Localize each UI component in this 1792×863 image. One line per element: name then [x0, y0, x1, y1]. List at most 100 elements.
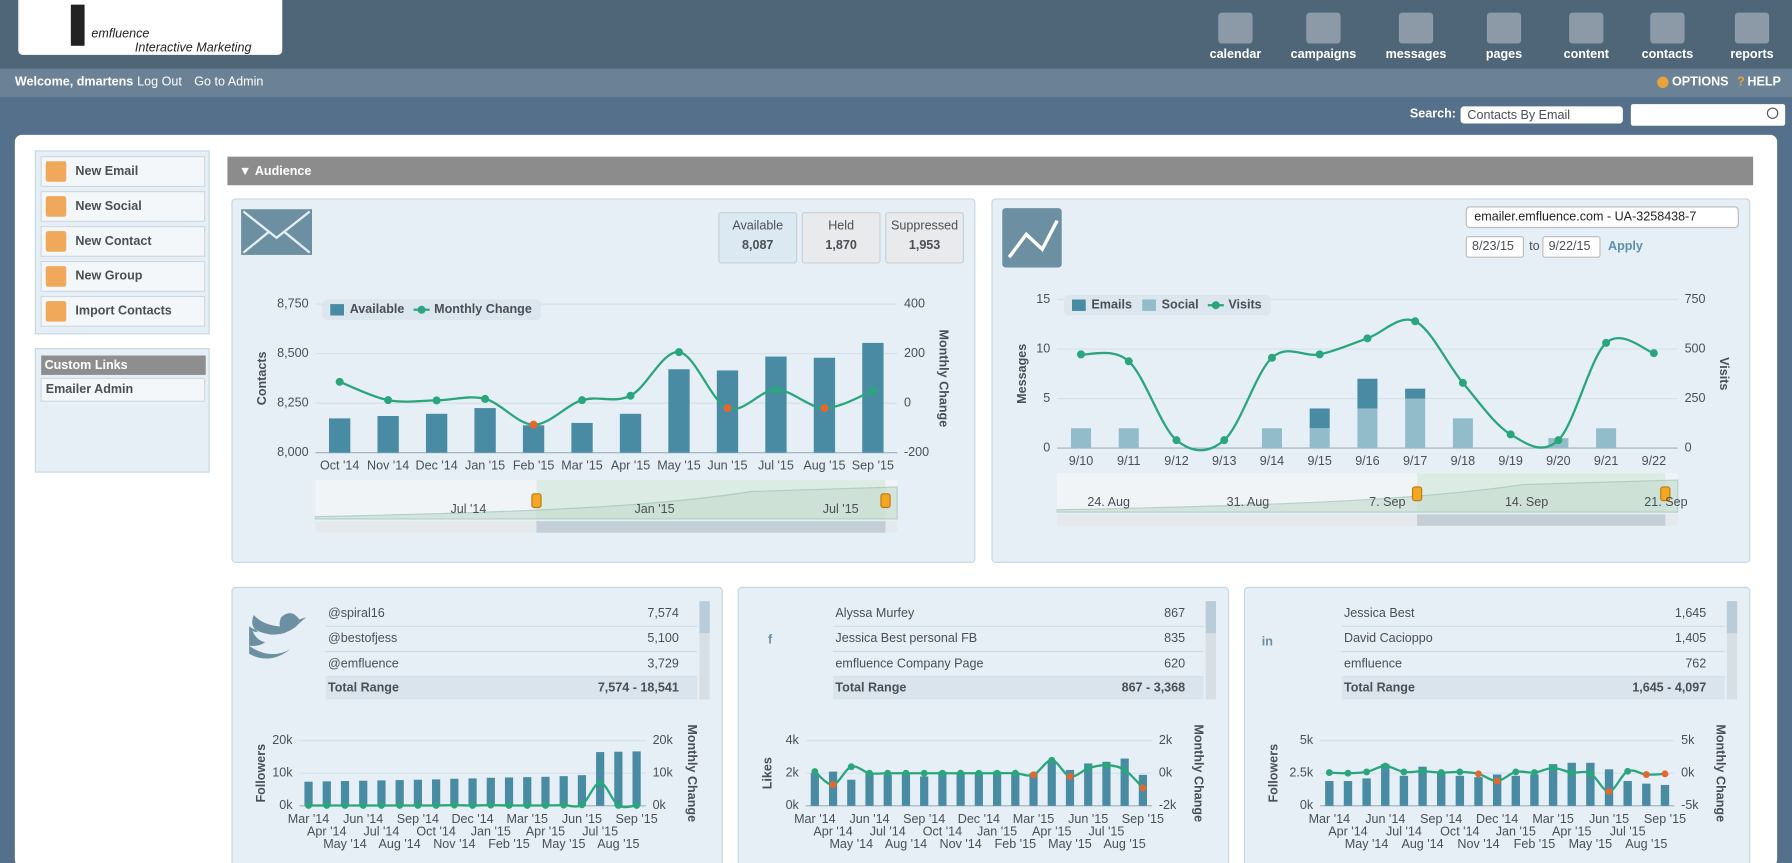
nav-label[interactable]: pages	[1486, 47, 1522, 61]
action-label[interactable]: New Email	[75, 164, 138, 178]
x-tick-label: Sep '14	[397, 812, 439, 826]
x-tick-label: Nov '14	[433, 837, 475, 851]
nav-icon[interactable]	[1569, 12, 1604, 44]
action-button[interactable]	[40, 260, 206, 292]
navigator-handle[interactable]	[1660, 486, 1671, 502]
nav-icon[interactable]	[1486, 12, 1522, 44]
x-tick-label: Aug '14	[885, 837, 927, 851]
property-select[interactable]	[1465, 206, 1739, 229]
line-point	[1121, 766, 1129, 774]
tick-label: 2.5k	[1289, 766, 1313, 780]
line-point	[920, 769, 928, 777]
date-to: to	[1529, 239, 1539, 253]
nav-label[interactable]: messages	[1386, 47, 1447, 61]
action-label[interactable]: Import Contacts	[75, 304, 171, 318]
help-icon[interactable]: ?	[1737, 75, 1745, 89]
nav-label[interactable]: content	[1564, 47, 1610, 61]
x-tick-label: Mar '15	[561, 459, 603, 473]
nav-label[interactable]: calendar	[1210, 47, 1262, 61]
action-label[interactable]: New Group	[75, 269, 142, 283]
bar	[1660, 784, 1670, 806]
search-input[interactable]	[1630, 104, 1786, 126]
tick-label: -5k	[1681, 798, 1699, 812]
action-icon	[45, 266, 67, 287]
nav-icon[interactable]	[1306, 12, 1341, 44]
line-point	[1363, 768, 1371, 776]
bar	[974, 773, 983, 806]
action-button[interactable]	[40, 295, 206, 327]
admin-link[interactable]: Go to Admin	[194, 75, 263, 89]
analytics-icon-line	[1007, 219, 1059, 259]
navigator-handle[interactable]	[880, 493, 891, 509]
line-point	[1458, 378, 1467, 387]
x-tick-label: 9/17	[1403, 454, 1427, 468]
navigator-handle[interactable]	[531, 493, 542, 509]
action-button[interactable]	[40, 226, 206, 257]
action-button[interactable]	[40, 156, 206, 187]
legend-label[interactable]: Social	[1162, 298, 1199, 312]
options-link[interactable]: OPTIONS	[1672, 75, 1729, 89]
action-button[interactable]	[40, 191, 206, 222]
total-label: Total Range	[1344, 680, 1415, 694]
x-tick-label: 9/20	[1546, 454, 1570, 468]
audience-title: Audience	[255, 164, 312, 178]
bar	[1362, 778, 1371, 806]
nav-icon[interactable]	[1398, 12, 1434, 44]
nav-label[interactable]: contacts	[1642, 47, 1694, 61]
nav-label[interactable]: campaigns	[1291, 47, 1357, 61]
apply-button[interactable]: Apply	[1608, 239, 1643, 253]
x-tick-label: Sep '15	[615, 812, 657, 826]
custom-link[interactable]: Emailer Admin	[46, 382, 133, 396]
logout-link[interactable]: Log Out	[137, 75, 182, 89]
line-point	[1172, 436, 1181, 445]
end-date[interactable]	[1542, 236, 1601, 258]
line-point	[450, 801, 458, 809]
navigator-thumb[interactable]	[536, 521, 886, 533]
search-select[interactable]	[1460, 106, 1623, 124]
collapse-arrow[interactable]: ▼	[239, 164, 251, 178]
navigator-label: 7. Sep	[1369, 495, 1405, 509]
x-tick-label: Jun '15	[1589, 812, 1629, 826]
help-link[interactable]: HELP	[1747, 75, 1781, 89]
action-label[interactable]: New Contact	[75, 234, 152, 248]
navigator-label: Jul '14	[450, 502, 486, 516]
x-tick-label: May '15	[542, 837, 586, 851]
x-tick-label: May '14	[1345, 837, 1389, 851]
nav-icon[interactable]	[1734, 12, 1770, 44]
bar	[1011, 773, 1020, 806]
options-icon[interactable]	[1657, 76, 1669, 89]
legend-label[interactable]: Monthly Change	[434, 302, 532, 316]
navigator-thumb[interactable]	[1417, 514, 1666, 526]
audience-bar[interactable]	[227, 156, 1754, 186]
legend-label[interactable]: Available	[350, 302, 405, 316]
navigator-label: 14. Sep	[1505, 495, 1548, 509]
legend-label[interactable]: Emails	[1091, 298, 1132, 312]
nav-icon[interactable]	[1650, 12, 1685, 44]
nav-icon[interactable]	[1218, 12, 1253, 44]
x-tick-label: Oct '14	[923, 824, 962, 838]
action-label[interactable]: New Social	[75, 199, 141, 213]
stat-value: 1,870	[825, 238, 856, 252]
nav-label[interactable]: reports	[1730, 47, 1773, 61]
tick-label: 0k	[653, 798, 667, 812]
bar	[1065, 769, 1075, 806]
bar	[847, 779, 856, 806]
bar	[1261, 428, 1282, 449]
search-icon[interactable]	[1766, 107, 1779, 119]
bar	[1029, 773, 1038, 806]
line-point	[723, 404, 732, 413]
legend-label[interactable]: Visits	[1228, 298, 1261, 312]
x-tick-label: Apr '15	[526, 824, 565, 838]
line-point	[505, 802, 513, 809]
navigator-scrollbar	[1057, 514, 1678, 526]
bar	[1381, 764, 1390, 806]
navigator-handle[interactable]	[1411, 486, 1423, 502]
navigator-area	[1056, 479, 1679, 513]
stat-value: 1,953	[909, 238, 940, 252]
bar	[304, 781, 313, 806]
line-point	[335, 377, 344, 386]
bar	[1548, 764, 1558, 806]
start-date[interactable]	[1465, 236, 1524, 258]
legend	[322, 299, 541, 321]
custom-link-box[interactable]	[40, 377, 206, 402]
